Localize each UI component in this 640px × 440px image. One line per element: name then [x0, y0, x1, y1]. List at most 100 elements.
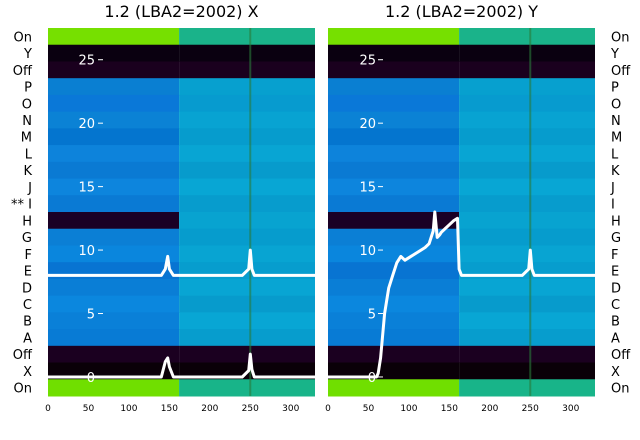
- heatmap-cell-late: [459, 278, 595, 297]
- row-label-left: K: [23, 164, 32, 179]
- row-label-left: A: [23, 331, 32, 346]
- x-tick-label: 250: [242, 404, 259, 414]
- row-label-left: H: [22, 214, 32, 229]
- series-line: [48, 352, 315, 379]
- heatmap-cell-early: [328, 195, 460, 213]
- row-label-right: D: [611, 281, 621, 296]
- row-label-right: C: [611, 298, 620, 313]
- row-label-left: Off: [13, 348, 33, 363]
- x-tick-label: 300: [562, 404, 579, 414]
- x-tick-label: 200: [481, 404, 498, 414]
- row-label-right: M: [611, 131, 622, 146]
- row-label-left: N: [22, 114, 32, 129]
- row-label-right: J: [610, 181, 615, 196]
- heatmap-cell-late: [459, 295, 595, 313]
- heatmap-cell-late: [179, 295, 315, 313]
- x-tick-label: 0: [325, 404, 331, 414]
- heatmap-event-column: [249, 28, 252, 396]
- heatmap-cell-late: [179, 94, 315, 113]
- heatmap-cell-early: [328, 128, 460, 146]
- row-label-right: L: [611, 147, 619, 162]
- row-label-left: F: [25, 248, 32, 263]
- x-tick-label: 50: [83, 404, 95, 414]
- x-axis: 0 50 100 150 200 250 300: [45, 404, 299, 414]
- x-tick-label: 100: [120, 404, 137, 414]
- x-tick-label: 150: [161, 404, 178, 414]
- heatmap-cell-late: [459, 161, 595, 180]
- row-label-right: I: [611, 198, 615, 213]
- y-tick-label: 15: [78, 181, 95, 196]
- y-tick-label: 25: [78, 54, 95, 69]
- heatmap-cell-late: [179, 228, 315, 246]
- heatmap-cell-early: [328, 312, 460, 330]
- heatmap-cell-late: [179, 111, 315, 129]
- x-tick-label: 50: [363, 404, 375, 414]
- x-tick-label: 250: [522, 404, 539, 414]
- x-axis: 0 50 100 150 200 250 300: [325, 404, 579, 414]
- row-label-left: B: [23, 315, 32, 330]
- row-label-left: X: [23, 365, 32, 380]
- heatmap-cell-early: [48, 245, 180, 263]
- row-label-right: A: [611, 331, 620, 346]
- row-label-right: N: [611, 114, 621, 129]
- panel-title: 1.2 (LBA2=2002) Y: [385, 2, 538, 21]
- row-label-right: On: [611, 382, 629, 397]
- heatmap-cell-late: [179, 312, 315, 330]
- heatmap-event-column: [529, 28, 532, 396]
- row-label-right: Off: [611, 64, 631, 79]
- y-tick-label: 20: [359, 117, 376, 132]
- heatmap-cell-early: [328, 78, 460, 96]
- heatmap-cell-late: [179, 78, 315, 96]
- x-tick-label: 0: [45, 404, 51, 414]
- row-label-left: O: [22, 97, 32, 112]
- row-label-right: G: [611, 231, 621, 246]
- row-label-left: P: [24, 81, 32, 96]
- heatmap-cell-late: [459, 28, 595, 46]
- row-label-right: X: [611, 365, 620, 380]
- heatmap-cell-late: [459, 78, 595, 96]
- heatmap-cell-early: [328, 228, 460, 246]
- heatmap-cell-late: [459, 362, 595, 380]
- row-label-right: P: [611, 81, 619, 96]
- heatmap-cell-early: [328, 362, 460, 380]
- heatmap-cells: [48, 28, 315, 397]
- panel-title: 1.2 (LBA2=2002) X: [104, 2, 258, 21]
- heatmap-cell-early: [328, 161, 460, 180]
- heatmap-cell-late: [179, 379, 315, 397]
- heatmap-cell-early: [328, 278, 460, 297]
- heatmap-cell-early: [48, 145, 180, 163]
- heatmap-cell-early: [48, 111, 180, 129]
- heatmap-cell-early: [328, 61, 460, 79]
- heatmap-cell-early: [328, 329, 460, 347]
- y-tick-label: 10: [359, 244, 376, 259]
- row-label-right: O: [611, 97, 621, 112]
- heatmap-cell-early: [48, 278, 180, 297]
- heatmap-cell-late: [459, 145, 595, 163]
- row-label-right: F: [611, 248, 618, 263]
- heatmap-cell-early: [48, 345, 180, 364]
- series-line: [328, 210, 595, 379]
- heatmap-cell-early: [328, 28, 460, 46]
- row-label-left: ** I: [11, 198, 32, 213]
- heatmap-cell-early: [48, 379, 180, 397]
- heatmap-cell-early: [48, 61, 180, 79]
- heatmap-cell-early: [48, 228, 180, 246]
- heatmap-cell-early: [48, 178, 180, 196]
- heatmap-cell-early: [328, 145, 460, 163]
- heatmap-cell-late: [459, 379, 595, 397]
- row-label-left: L: [25, 147, 33, 162]
- heatmap-cell-late: [179, 195, 315, 213]
- heatmap-cell-early: [328, 345, 460, 364]
- row-label-right: Y: [610, 47, 619, 62]
- row-label-right: Off: [611, 348, 631, 363]
- y-tick-label: 25: [359, 54, 376, 69]
- heatmap-cell-late: [179, 329, 315, 347]
- row-label-right: B: [611, 315, 620, 330]
- heatmap-cell-late: [459, 111, 595, 129]
- heatmap-cell-early: [328, 245, 460, 263]
- heatmap-cell-late: [179, 128, 315, 146]
- heatmap-cell-early: [48, 212, 180, 230]
